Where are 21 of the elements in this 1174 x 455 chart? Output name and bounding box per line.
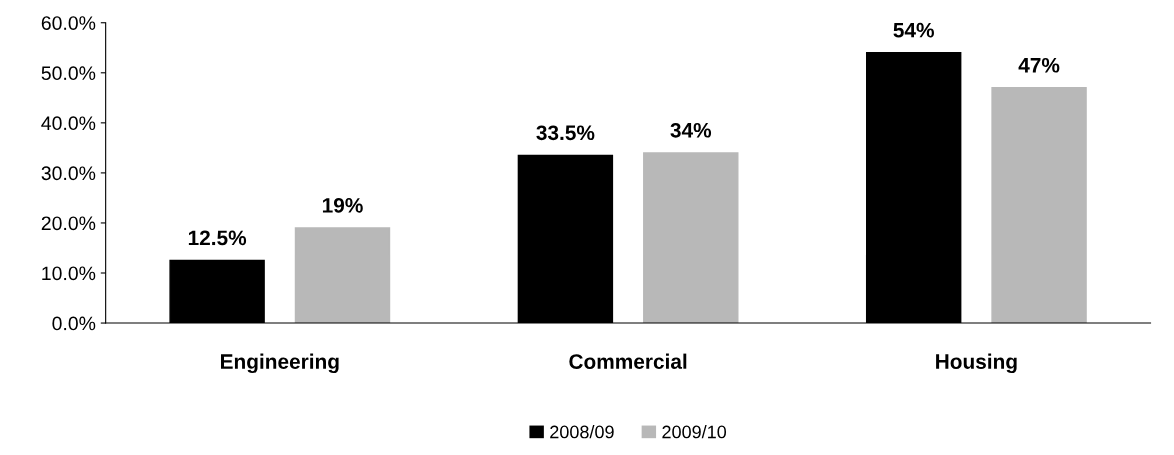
data-label: 34% — [670, 122, 712, 138]
y-tick-label: 0.0% — [52, 316, 96, 331]
y-tick-label: 20.0% — [41, 216, 96, 231]
bar — [643, 152, 739, 324]
bar — [294, 227, 391, 324]
y-tick-label: 30.0% — [41, 166, 96, 181]
legend-label: 2009/10 — [662, 425, 727, 439]
bar — [991, 87, 1087, 324]
data-label: 12.5% — [188, 230, 247, 246]
y-tick-label: 40.0% — [41, 116, 96, 131]
x-tick-label: Engineering — [221, 353, 339, 374]
y-tick-label: 10.0% — [42, 266, 96, 281]
data-label: 19% — [322, 197, 363, 213]
x-tick-label: Commercial — [569, 353, 687, 369]
data-label: 47% — [1018, 57, 1060, 73]
data-label: 33.5% — [536, 125, 595, 141]
y-tick-label: 50.0% — [41, 66, 96, 81]
y-tick-label: 60.0% — [41, 16, 96, 30]
data-label: 54% — [893, 22, 934, 38]
x-tick-label: Housing — [936, 353, 1017, 374]
legend-label: 2008/09 — [550, 425, 614, 439]
